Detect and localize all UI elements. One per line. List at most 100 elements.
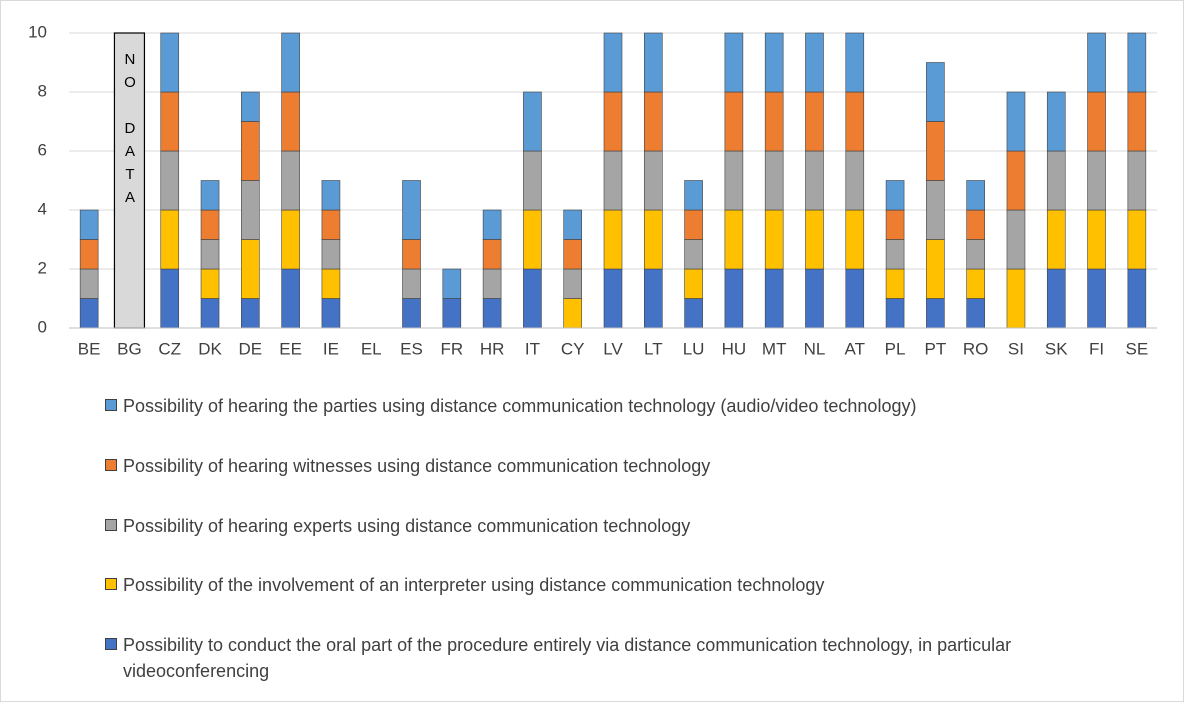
bar-segment xyxy=(1046,268,1066,329)
bar-segment xyxy=(845,268,865,329)
x-tick-label: FR xyxy=(440,339,463,358)
legend-label: Possibility of the involvement of an int… xyxy=(123,575,825,595)
bar-segment xyxy=(643,32,663,93)
bar-segment xyxy=(966,268,985,299)
bar-segment xyxy=(200,298,220,329)
x-tick-label: DE xyxy=(239,339,263,358)
bar-segment xyxy=(1127,209,1147,270)
bar-segment xyxy=(724,32,744,93)
x-tick-label: MT xyxy=(762,339,787,358)
bar-segment xyxy=(241,121,260,181)
bar-segment xyxy=(966,239,985,270)
bar-segment xyxy=(321,268,341,299)
x-tick-label: HU xyxy=(722,339,747,358)
bar-segment xyxy=(1006,209,1026,270)
bar-segment xyxy=(281,32,300,93)
bar-segment xyxy=(1087,209,1106,270)
legend-swatch xyxy=(105,519,117,531)
bar-segment xyxy=(281,91,300,152)
bar-segment xyxy=(1127,32,1147,93)
bar-segment xyxy=(563,298,583,329)
bar-segment xyxy=(764,209,784,270)
y-tick-label: 6 xyxy=(38,140,47,159)
x-tick-label: LV xyxy=(603,339,623,358)
bar-segment xyxy=(643,91,663,152)
x-tick-label: DK xyxy=(198,339,222,358)
bar-segment xyxy=(402,239,421,270)
y-tick-label: 2 xyxy=(38,258,47,277)
bar-segment xyxy=(603,150,623,211)
x-tick-label: BG xyxy=(117,339,142,358)
x-tick-label: CY xyxy=(561,339,585,358)
x-tick-label: LU xyxy=(683,339,705,358)
bar-segment xyxy=(845,32,865,93)
annotation: NO DATA xyxy=(121,51,138,212)
bar-segment xyxy=(805,150,824,211)
x-tick-label: PL xyxy=(885,339,906,358)
bar-segment xyxy=(805,32,824,93)
bar-segment xyxy=(79,268,99,299)
legend-swatch xyxy=(105,638,117,650)
bar-segment xyxy=(724,268,744,329)
bar-segment xyxy=(1127,268,1147,329)
bar-segment xyxy=(926,180,945,240)
bar-segment xyxy=(966,298,985,329)
x-tick-label: HR xyxy=(480,339,505,358)
bar-segment xyxy=(926,62,945,122)
legend-item: Possibility of hearing experts using dis… xyxy=(105,513,1023,539)
bar-segment xyxy=(321,239,341,270)
bar-segment xyxy=(603,268,623,329)
bar-segment xyxy=(241,239,260,299)
bar-segment xyxy=(926,298,945,329)
bar-segment xyxy=(79,209,99,240)
bar-segment xyxy=(845,91,865,152)
bar-segment xyxy=(321,209,341,240)
bar-segment xyxy=(321,298,341,329)
y-tick-label: 0 xyxy=(38,317,47,336)
bar-segment xyxy=(885,298,905,329)
y-tick-label: 8 xyxy=(38,81,47,100)
bar-segment xyxy=(482,298,502,329)
bar-segment xyxy=(764,150,784,211)
x-tick-label: SI xyxy=(1008,339,1024,358)
bar-segment xyxy=(200,180,220,211)
bar-segment xyxy=(482,268,502,299)
legend-label: Possibility of hearing witnesses using d… xyxy=(123,456,711,476)
bar-segment xyxy=(1127,150,1147,211)
x-tick-label: SE xyxy=(1126,339,1149,358)
legend-swatch xyxy=(105,578,117,590)
plot: 0 2 4 6 8 10 NO DATA BE BG CZ DK DE EE IE EL ES FR HR IT CY… xyxy=(28,22,1157,358)
bar-segment xyxy=(160,209,180,270)
legend-label: Possibility to conduct the oral part of … xyxy=(123,635,1012,681)
bar-segment xyxy=(684,239,703,270)
bar-segment xyxy=(926,239,945,299)
bar-segment xyxy=(966,209,985,240)
bar-segment xyxy=(845,209,865,270)
bar-segment xyxy=(643,209,663,270)
bar-segment xyxy=(1006,268,1026,329)
x-tick-label: LT xyxy=(644,339,663,358)
bar-segment xyxy=(200,209,220,240)
bar-segment xyxy=(1046,209,1066,270)
bar-segment xyxy=(160,91,180,152)
bar-segment xyxy=(1087,150,1106,211)
x-tick-label: PT xyxy=(925,339,947,358)
bar-segment xyxy=(523,209,542,270)
bar-segment xyxy=(523,150,542,211)
bar-segment xyxy=(684,268,703,299)
bar-segment xyxy=(885,209,905,240)
bar-segment xyxy=(79,239,99,270)
legend-item: Possibility of hearing witnesses using d… xyxy=(105,453,1023,479)
bar-segment xyxy=(402,180,421,240)
x-tick-label: FI xyxy=(1089,339,1104,358)
bar-segment xyxy=(966,180,985,211)
bar-segment xyxy=(684,298,703,329)
legend-item: Possibility of the involvement of an int… xyxy=(105,572,1023,598)
bar-segment xyxy=(1087,268,1106,329)
bar-segment xyxy=(684,209,703,240)
bar-segment xyxy=(79,298,99,329)
bar-segment xyxy=(200,239,220,270)
bar-segment xyxy=(1087,91,1106,152)
bar-segment xyxy=(563,209,583,240)
